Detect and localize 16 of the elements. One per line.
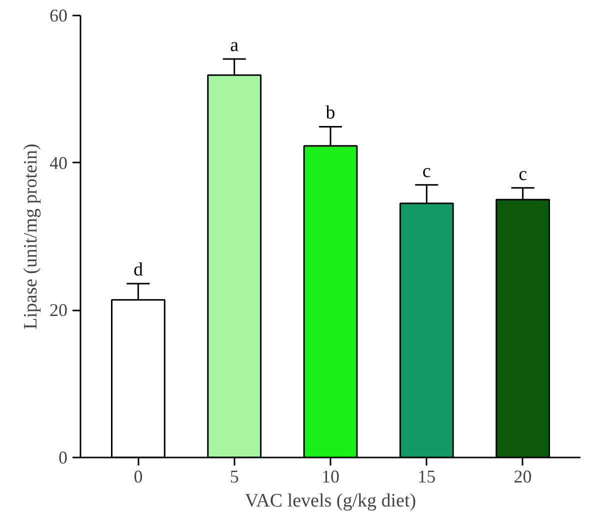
y-tick-label: 20 xyxy=(50,300,68,320)
annotation: b xyxy=(326,102,336,124)
y-axis-title: Lipase (unit/mg protein) xyxy=(20,144,42,330)
x-tick-label: 5 xyxy=(230,466,239,486)
x-tick-label: 20 xyxy=(514,466,532,486)
y-tick-label: 40 xyxy=(50,152,68,173)
x-tick-label: 0 xyxy=(134,466,143,486)
x-axis-title: VAC levels (g/kg diet) xyxy=(244,490,416,512)
x-tick-label: 15 xyxy=(418,466,436,486)
annotation: c xyxy=(422,160,431,182)
x-tick-label: 10 xyxy=(322,466,340,486)
y-tick-label: 0 xyxy=(58,448,68,468)
annotation: d xyxy=(133,260,144,281)
y-tick-label: 60 xyxy=(50,6,68,26)
annotation: a xyxy=(230,34,240,56)
annotation: c xyxy=(518,164,528,185)
